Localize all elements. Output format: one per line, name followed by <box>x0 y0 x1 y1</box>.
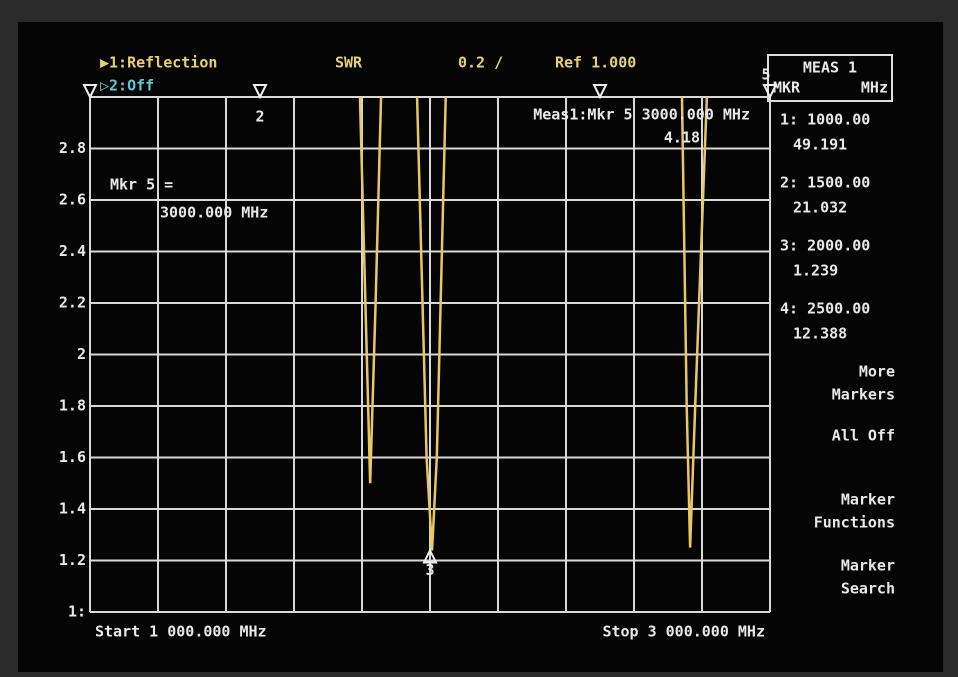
plot <box>82 84 778 613</box>
marker-freq: 3: 2000.00 <box>780 237 870 255</box>
marker-readout: 3000.000 MHz <box>160 204 268 222</box>
marker <box>762 84 778 100</box>
panel-title: MEAS 1 <box>803 59 857 77</box>
marker-value: 21.032 <box>793 199 847 217</box>
marker-readout: Mkr 5 = <box>110 176 173 194</box>
marker-label: 3 <box>425 561 434 579</box>
panel-box <box>767 54 893 102</box>
panel-col: MHz <box>861 79 888 97</box>
marker-freq: 2: 1500.00 <box>780 174 870 192</box>
y-tick-label: 2.4 <box>59 242 86 260</box>
softkey[interactable]: Functions <box>814 514 895 532</box>
softkey[interactable]: Search <box>841 580 895 598</box>
marker-label: 2 <box>255 108 264 126</box>
y-tick-label: 1.6 <box>59 448 86 466</box>
ref: Ref 1.000 <box>555 54 636 72</box>
marker <box>82 84 98 100</box>
y-tick-label: 1: <box>68 603 86 621</box>
marker-value: 1.239 <box>793 262 838 280</box>
marker <box>592 84 608 100</box>
y-tick-label: 2.8 <box>59 139 86 157</box>
marker-freq: 4: 2500.00 <box>780 300 870 318</box>
marker-freq: 1: 1000.00 <box>780 111 870 129</box>
stop-label: Stop 3 000.000 MHz <box>602 623 765 641</box>
channel2: ▷2:Off <box>100 77 154 95</box>
y-tick-label: 1.2 <box>59 551 86 569</box>
marker <box>252 84 268 100</box>
display <box>18 22 943 672</box>
softkey[interactable]: Marker <box>841 557 895 575</box>
marker-value: 49.191 <box>793 136 847 154</box>
marker <box>422 548 438 564</box>
start-label: Start 1 000.000 MHz <box>95 623 267 641</box>
softkey[interactable]: Markers <box>832 386 895 404</box>
channel1: ▶1:Reflection <box>100 54 217 72</box>
y-tick-label: 2 <box>77 345 86 363</box>
y-tick-label: 2.2 <box>59 294 86 312</box>
marker-label: 5 <box>761 66 770 84</box>
meas-readout: Meas1:Mkr 5 3000.000 MHz <box>533 106 750 124</box>
trace <box>358 97 709 551</box>
y-tick-label: 1.8 <box>59 397 86 415</box>
softkey[interactable]: Marker <box>841 491 895 509</box>
marker-value: 12.388 <box>793 325 847 343</box>
panel-col: MKR <box>773 79 801 97</box>
y-tick-label: 2.6 <box>59 191 86 209</box>
scale: 0.2 / <box>458 54 503 72</box>
softkey[interactable]: More <box>859 363 895 381</box>
softkey[interactable]: All Off <box>832 427 895 445</box>
meas-readout: 4.18 <box>664 129 700 147</box>
format: SWR <box>335 54 363 72</box>
y-tick-label: 1.4 <box>59 500 86 518</box>
